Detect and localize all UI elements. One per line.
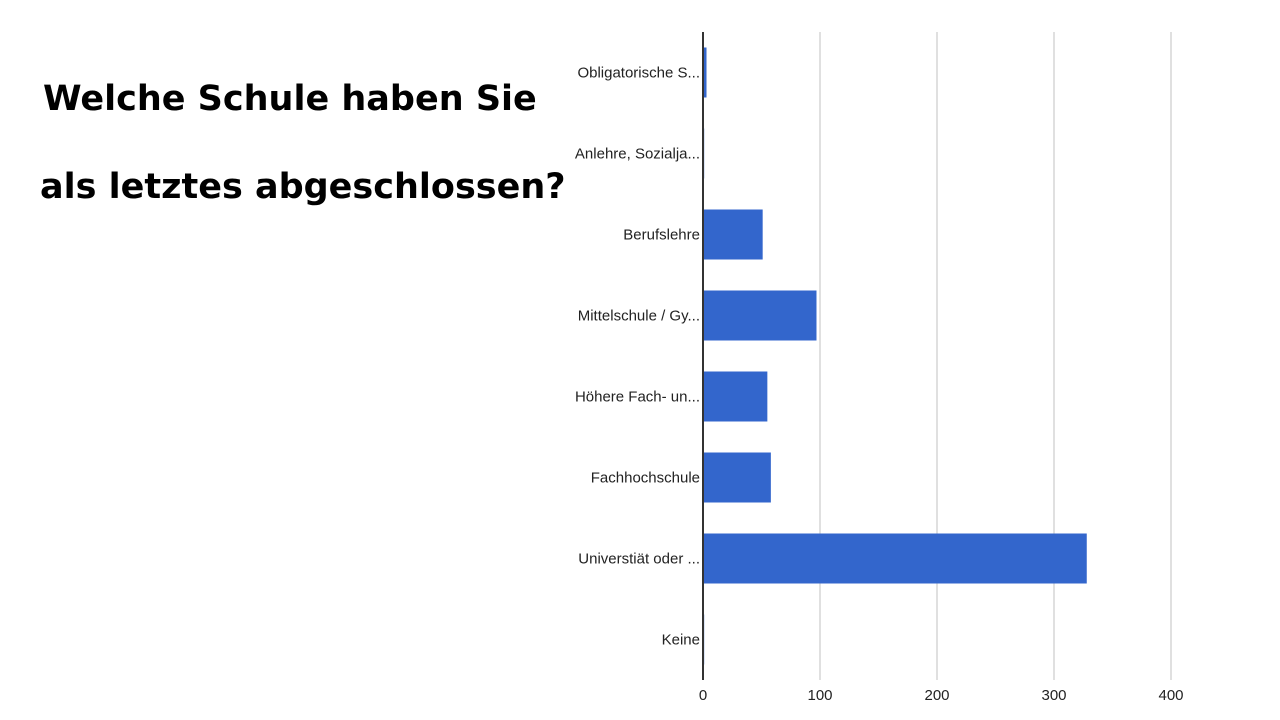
bar-6 bbox=[703, 533, 1087, 584]
slide-title-line-1: Welche Schule haben Sie bbox=[43, 79, 537, 119]
bar-4 bbox=[703, 371, 768, 422]
bar-0 bbox=[703, 47, 707, 98]
category-label: Höhere Fach- un... bbox=[575, 389, 700, 406]
bar-3 bbox=[703, 290, 817, 341]
x-tick-label: 200 bbox=[924, 687, 949, 704]
x-tick-label: 400 bbox=[1158, 687, 1183, 704]
x-tick-label: 300 bbox=[1041, 687, 1066, 704]
bar-5 bbox=[703, 452, 771, 503]
category-label: Obligatorische S... bbox=[577, 65, 700, 82]
category-label: Fachhochschule bbox=[591, 470, 700, 487]
x-tick-label: 100 bbox=[807, 687, 832, 704]
category-label: Anlehre, Sozialja... bbox=[575, 146, 700, 163]
category-label: Berufslehre bbox=[623, 227, 700, 244]
category-label: Keine bbox=[662, 632, 700, 649]
bar-2 bbox=[703, 209, 763, 260]
x-tick-label: 0 bbox=[699, 687, 707, 704]
category-label: Universtiät oder ... bbox=[578, 551, 700, 568]
slide-title-line-2: als letztes abgeschlossen? bbox=[40, 167, 566, 207]
bars bbox=[703, 47, 1087, 665]
category-label: Mittelschule / Gy... bbox=[578, 308, 700, 325]
labels: 0 100 200 300 400 Obligatorische S... Anlehre,… bbox=[575, 65, 1184, 705]
